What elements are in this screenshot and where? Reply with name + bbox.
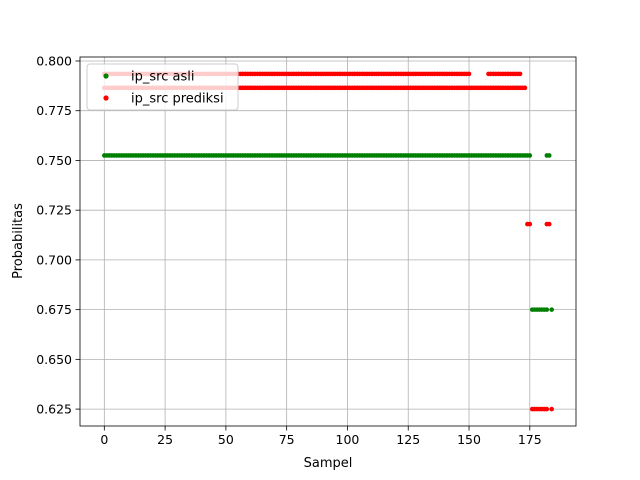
x-tick-label: 100	[336, 432, 360, 447]
point-ip-src-asli	[527, 153, 533, 158]
y-tick-label: 0.750	[36, 153, 72, 168]
y-tick-label: 0.800	[36, 53, 72, 68]
grid-lines	[80, 57, 576, 426]
legend-label-asli: ip_src asli	[131, 70, 194, 85]
x-tick-label: 150	[457, 432, 481, 447]
point-ip-src-prediksi	[544, 406, 550, 412]
legend-marker-prediksi	[103, 95, 109, 101]
axes	[79, 56, 577, 427]
legend-box	[86, 63, 239, 111]
x-tick-label: 50	[218, 432, 234, 447]
legend-label-prediksi: ip_src prediksi	[131, 92, 224, 107]
y-tick-label: 0.775	[36, 103, 72, 118]
point-ip-src-prediksi	[522, 85, 528, 91]
legend-marker-asli	[103, 73, 109, 79]
x-axis-label: Sampel	[304, 456, 353, 471]
plot-frame	[79, 56, 577, 427]
y-axis-label: Probabilitas	[11, 203, 26, 279]
x-tick-label: 125	[396, 432, 420, 447]
point-ip-src-asli	[544, 307, 550, 312]
point-ip-src-asli	[549, 307, 554, 312]
y-tick-label: 0.625	[36, 402, 72, 417]
x-tick-label: 75	[279, 432, 295, 447]
point-ip-src-prediksi	[527, 221, 533, 227]
y-tick-label: 0.725	[36, 203, 72, 218]
y-tick-label: 0.700	[36, 252, 72, 267]
y-ticks: 0.625 0.650 0.675 0.700 0.725 0.750 0.775 0.800	[36, 53, 80, 417]
y-tick-label: 0.650	[36, 352, 72, 367]
x-tick-label: 175	[518, 432, 542, 447]
point-ip-src-prediksi	[466, 71, 472, 77]
legend: ip_src asli ip_src prediksi	[86, 63, 239, 111]
x-tick-label: 0	[100, 432, 108, 447]
plot-background	[80, 57, 576, 426]
point-ip-src-prediksi	[546, 221, 552, 227]
point-ip-src-prediksi	[549, 406, 554, 412]
x-ticks: 0 25 50 75 100 125 150 175	[100, 426, 542, 447]
x-tick-label: 25	[157, 432, 173, 447]
point-ip-src-prediksi	[517, 71, 523, 77]
y-tick-label: 0.675	[36, 302, 72, 317]
point-ip-src-asli	[546, 153, 552, 158]
